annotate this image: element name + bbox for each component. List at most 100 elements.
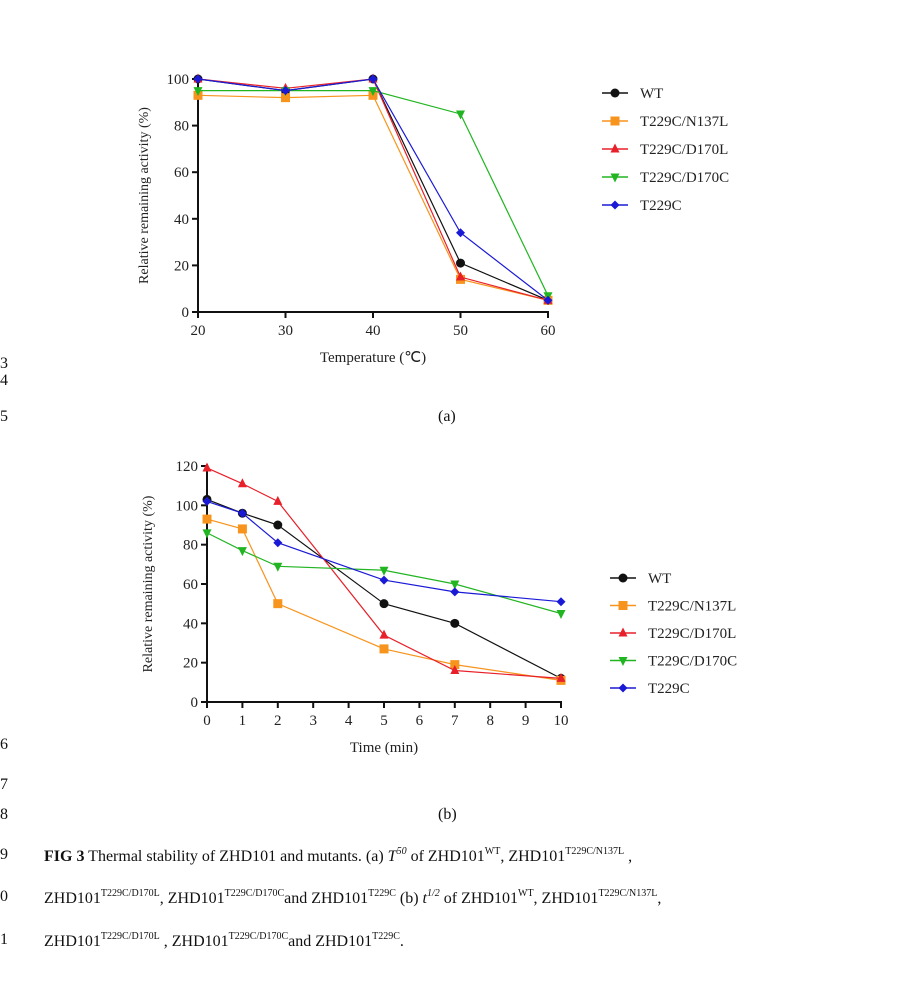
x-tick-label: 20 [191,323,206,339]
data-point [273,562,283,572]
data-point [368,74,378,84]
x-tick-label: 5 [380,713,388,729]
data-point [543,295,553,305]
series-t229c [202,496,566,607]
caption-segment: . [399,933,404,950]
series-line [197,78,549,301]
caption-segment: T229C/N137L [598,888,658,899]
series-line [198,90,549,296]
data-point [273,538,283,548]
legend-item: T229C [602,198,682,214]
line-number: 7 [0,776,8,793]
caption-segment: T229C [372,931,400,942]
legend-marker [618,573,628,583]
x-tick-label: 8 [486,713,494,729]
panel-label-b: (b) [438,806,457,823]
caption-segment: and ZHD101 [284,890,369,907]
caption-segment: , ZHD101 [533,890,599,907]
caption-line: ZHD101T229C/D170L, ZHD101T229C/D170Cand … [44,888,661,908]
series-line [197,78,549,301]
legend-label: T229C/N137L [648,599,736,615]
caption-segment: ZHD101 [44,890,101,907]
caption-segment: , ZHD101 [159,890,225,907]
caption-segment: , ZHD101 [159,933,229,950]
y-tick-label: 80 [174,119,189,135]
caption-segment: 1/2 [427,888,440,899]
x-tick-label: 7 [451,713,459,729]
data-point [556,597,566,607]
legend-marker [618,601,628,610]
data-point [456,110,465,120]
x-tick-label: 30 [278,323,293,339]
x-axis-label: Temperature (℃) [320,350,426,366]
series-line [206,500,562,603]
line-number: 6 [0,736,8,753]
caption-segment: WT [484,846,501,857]
legend-item: WT [602,86,663,102]
legend-label: T229C/N137L [640,114,728,130]
y-tick-label: 80 [183,538,198,554]
x-tick-label: 60 [541,323,556,339]
line-number: 5 [0,408,8,425]
line-number: 0 [0,888,8,905]
series-wt [202,494,566,683]
y-tick-label: 120 [176,459,199,475]
caption-segment: , [624,848,633,865]
legend-item: T229C/N137L [610,599,736,615]
data-point [456,228,465,238]
data-point [202,514,212,524]
y-tick-label: 0 [191,695,199,711]
data-point [450,665,460,675]
caption-segment: T229C/D170L [100,888,160,899]
legend-marker [610,116,620,126]
caption-segment: Thermal stability of ZHD101 and mutants.… [84,848,388,865]
series-t229c-d170c [193,87,553,302]
legend-label: T229C/D170C [640,170,729,186]
legend-label: T229C [648,681,690,697]
legend-label: T229C/D170C [648,654,737,670]
x-tick-label: 6 [416,713,424,729]
series-line [206,518,562,681]
caption-segment: 50 [396,846,407,857]
data-point [202,496,212,506]
legend-item: T229C/D170C [602,170,729,186]
x-tick-label: 0 [203,713,211,729]
series-t229c-d170l [193,73,553,304]
caption-segment: T229C/D170L [100,931,160,942]
data-point [281,86,290,96]
x-tick-label: 4 [345,713,353,729]
legend-marker [610,173,620,183]
data-point [237,478,247,488]
data-point [237,547,247,557]
data-point [450,660,460,670]
x-tick-label: 2 [274,713,282,729]
legend-label: T229C/D170L [648,626,736,642]
data-point [281,93,290,103]
data-point [202,529,212,539]
panel-label-a: (a) [438,408,456,425]
caption-segment: T229C/N137L [565,846,625,857]
caption-line: ZHD101T229C/D170L , ZHD101T229C/D170Cand… [44,931,404,951]
x-axis-label: Time (min) [350,740,418,756]
legend-item: T229C/N137L [602,114,728,130]
legend-marker [610,200,620,210]
data-point [273,599,283,609]
caption-segment: and ZHD101 [288,933,373,950]
x-tick-label: 50 [453,323,468,339]
legend-item: T229C/D170L [602,142,728,158]
legend-item: T229C/D170L [610,626,736,642]
caption-segment: T229C/D170C [224,888,285,899]
caption-segment: , ZHD101 [500,848,566,865]
x-tick-label: 3 [309,713,317,729]
y-tick-label: 100 [176,498,199,514]
series-wt [193,74,553,305]
caption-segment: of ZHD101 [406,848,485,865]
legend-marker [618,657,628,666]
y-tick-label: 100 [167,72,190,88]
caption-segment: FIG 3 [44,848,85,865]
caption-segment: t [422,890,427,907]
data-point [379,644,389,654]
chart-b: 0 20 40 60 80 100 120 0 1 2 3 4 5 6 7 8 9 10 Time (min) Rel… [141,459,737,756]
data-point [273,520,283,530]
